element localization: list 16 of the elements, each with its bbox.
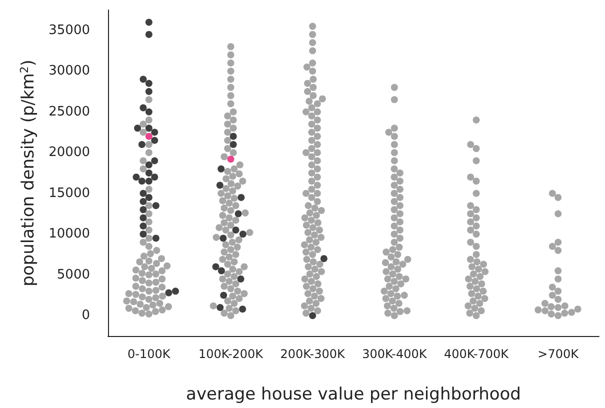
y-tick-label: 0	[82, 308, 90, 324]
y-tick-label: 15000	[48, 186, 90, 201]
y-tick-label: 20000	[48, 145, 90, 160]
y-tick-label: 10000	[48, 226, 90, 242]
y-tick-label: 5000	[56, 267, 90, 282]
x-tick-label: 300K-400K	[362, 347, 428, 361]
x-tick-label: 200K-300K	[280, 347, 346, 361]
y-tick-label: 35000	[48, 22, 90, 38]
x-tick-label: >700K	[538, 347, 580, 361]
y-tick-label: 30000	[48, 64, 90, 79]
x-tick-label: 0-100K	[128, 347, 172, 361]
x-tick-label: 400K-700K	[444, 347, 510, 361]
x-axis-title: average house value per neighborhood	[186, 384, 521, 404]
y-tick-label: 25000	[48, 104, 90, 120]
x-tick-label: 100K-200K	[198, 347, 264, 361]
y-axis-title: population density (p/km2)	[18, 60, 38, 286]
